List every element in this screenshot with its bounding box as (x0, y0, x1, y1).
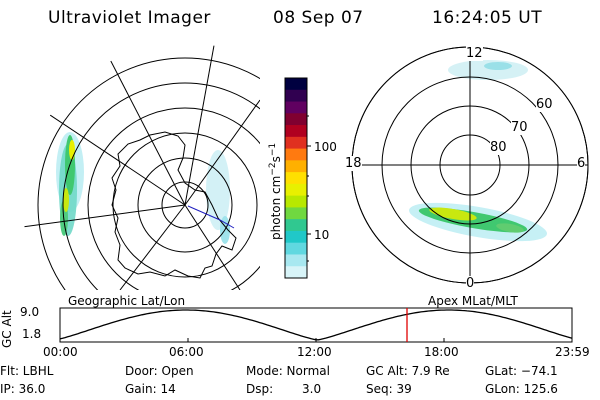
colorbar-cell (285, 183, 307, 197)
timeline-xtick-2359: 23:59 (555, 345, 590, 359)
mlt-label-18: 18 (345, 156, 362, 171)
gain-status: Gain: 14 (125, 382, 176, 396)
colorbar-cell (285, 242, 307, 255)
glon-status: GLon: 125.6 (485, 382, 558, 396)
colorbar-cell (285, 160, 307, 173)
timeline-ytick-max: 9.0 (20, 305, 40, 319)
colorbar-tick-10: 10 (314, 228, 330, 242)
colorbar-unit-label: photon cm−2s−1 (268, 142, 283, 240)
antarctica-coastline (111, 131, 237, 279)
apex-map-label: Apex MLat/MLT (428, 294, 518, 308)
colorbar-cell (285, 254, 307, 267)
glat-status: GLat: −74.1 (485, 364, 558, 378)
geographic-grid (23, 43, 260, 290)
colorbar-cell (285, 266, 307, 279)
colorbar-cell (285, 219, 307, 232)
sequence-status: Seq: 39 (366, 382, 412, 396)
colorbar-cell (285, 101, 307, 114)
colorbar-cell (285, 207, 307, 220)
timeline-xtick-1800: 18:00 (424, 345, 459, 359)
mlt-label-12: 12 (466, 46, 483, 61)
geographic-map-label: Geographic Lat/Lon (68, 294, 186, 308)
geographic-map (23, 43, 260, 290)
filter-status: Flt: LBHL (0, 364, 54, 378)
south-america-coastline (29, 64, 52, 89)
observation-date: 08 Sep 07 (273, 8, 364, 28)
mlt-label-6: 6 (577, 156, 586, 171)
mlt-label-0: 0 (466, 276, 475, 291)
mlat-label-60: 60 (536, 97, 553, 112)
timeline-xtick-0000: 00:00 (43, 345, 78, 359)
colorbar-cell (285, 172, 307, 185)
colorbar-cell (285, 136, 307, 150)
instrument-title: Ultraviolet Imager (48, 8, 211, 28)
apex-map (351, 46, 589, 284)
mode-status: Mode: Normal (246, 364, 330, 378)
colorbar-cell (285, 230, 307, 244)
colorbar-cell (285, 148, 307, 161)
altitude-timeline (59, 307, 573, 343)
mlat-label-80: 80 (490, 140, 507, 155)
observation-time: 16:24:05 UT (432, 8, 543, 28)
gc-alt-status: GC Alt: 7.9 Re (366, 364, 450, 378)
dsp-label: Dsp: (246, 382, 274, 396)
timeline-y-label: GC Alt (0, 310, 14, 348)
colorbar-cell (285, 78, 307, 91)
colorbar-cell (285, 195, 307, 208)
apex-aurora-emission (409, 60, 547, 242)
colorbar-cell (285, 125, 307, 138)
mlat-label-70: 70 (511, 120, 528, 135)
ip-status: IP: 36.0 (0, 382, 46, 396)
timeline-ytick-min: 1.8 (22, 327, 42, 341)
dsp-value: 3.0 (302, 382, 322, 396)
colorbar-cell (285, 113, 307, 126)
colorbar-cell (285, 89, 307, 103)
door-status: Door: Open (125, 364, 194, 378)
timeline-xtick-1200: 12:00 (297, 345, 332, 359)
colorbar (284, 77, 311, 279)
satellite-track (187, 205, 235, 229)
timeline-xtick-0600: 06:00 (169, 345, 204, 359)
colorbar-tick-100: 100 (314, 140, 337, 154)
